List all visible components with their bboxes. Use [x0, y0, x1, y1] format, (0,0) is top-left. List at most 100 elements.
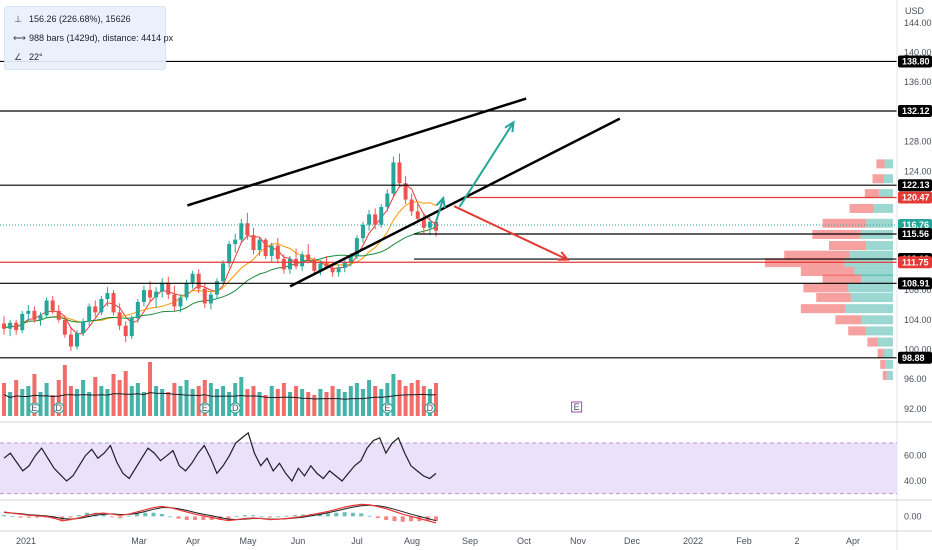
candle-body[interactable]	[239, 223, 244, 240]
candle-body[interactable]	[202, 288, 207, 304]
candle-body[interactable]	[373, 214, 378, 225]
candle-body[interactable]	[281, 258, 286, 270]
candle-body[interactable]	[62, 319, 67, 335]
bear-arrow[interactable]	[453, 205, 569, 261]
candle-body[interactable]	[330, 267, 335, 273]
candle-body[interactable]	[99, 298, 104, 313]
event-marker[interactable]	[28, 402, 40, 414]
candle-body[interactable]	[391, 162, 396, 194]
bull-arrow-short[interactable]	[433, 197, 445, 229]
channel-lower-line[interactable]	[289, 117, 621, 288]
candle-body[interactable]	[300, 254, 305, 267]
candle-body[interactable]	[233, 239, 238, 245]
candle-body[interactable]	[160, 282, 165, 292]
candle-body[interactable]	[306, 254, 311, 261]
candle-body[interactable]	[178, 297, 183, 307]
volume-profile-up	[854, 267, 893, 277]
candle-body[interactable]	[105, 293, 110, 299]
candle-body[interactable]	[421, 218, 426, 228]
candle-body[interactable]	[81, 321, 86, 334]
candle-body[interactable]	[434, 221, 438, 231]
bull-arrow-long[interactable]	[458, 121, 515, 208]
candle-body[interactable]	[135, 301, 140, 319]
candle-body[interactable]	[196, 273, 201, 289]
candle-body[interactable]	[397, 162, 402, 184]
candle-body[interactable]	[269, 245, 274, 256]
candle-body[interactable]	[324, 263, 329, 268]
channel-upper-line[interactable]	[186, 97, 527, 207]
candle-body[interactable]	[287, 258, 292, 270]
candle-body[interactable]	[367, 214, 372, 225]
future-event-marker[interactable]	[571, 401, 583, 413]
candle-body[interactable]	[32, 310, 37, 320]
candle-body[interactable]	[257, 239, 262, 251]
candle-body[interactable]	[166, 282, 171, 295]
price-level-tag[interactable]	[898, 351, 932, 364]
candle-body[interactable]	[312, 260, 317, 271]
candle-body[interactable]	[342, 261, 347, 268]
candle-body[interactable]	[87, 306, 92, 322]
candle-body[interactable]	[208, 294, 213, 304]
candle-body[interactable]	[44, 300, 49, 316]
candle-body[interactable]	[172, 294, 177, 307]
candle-body[interactable]	[111, 293, 116, 313]
price-level-tag[interactable]	[898, 179, 932, 192]
candle-body[interactable]	[409, 199, 414, 212]
candle-body[interactable]	[360, 224, 365, 239]
candle-body[interactable]	[190, 273, 195, 283]
price-level-tag[interactable]	[898, 55, 932, 68]
candle-body[interactable]	[50, 300, 55, 311]
candle-body[interactable]	[184, 282, 189, 298]
candle-body[interactable]	[14, 322, 19, 331]
time-tick-label: Sep	[462, 536, 478, 546]
candle-body[interactable]	[251, 235, 256, 251]
candle-body[interactable]	[8, 322, 13, 329]
candle-body[interactable]	[354, 238, 359, 256]
macd-histogram-bar	[259, 516, 264, 518]
candle-body[interactable]	[154, 291, 159, 298]
candle-body[interactable]	[403, 183, 408, 200]
candle-body[interactable]	[379, 206, 384, 225]
event-marker[interactable]	[53, 402, 65, 414]
candle-body[interactable]	[245, 223, 250, 236]
candle-body[interactable]	[348, 255, 353, 262]
candle-body[interactable]	[148, 290, 153, 298]
price-level-tag[interactable]	[898, 191, 932, 204]
candle-body[interactable]	[117, 312, 122, 326]
candle-body[interactable]	[141, 290, 146, 302]
candle-body[interactable]	[415, 211, 420, 219]
candle-body[interactable]	[263, 239, 268, 256]
price-level-tag[interactable]	[898, 277, 932, 290]
candle-body[interactable]	[385, 193, 390, 207]
candle-body[interactable]	[2, 323, 6, 329]
candle-body[interactable]	[336, 267, 341, 273]
macd-line[interactable]	[3, 503, 437, 524]
event-marker[interactable]	[424, 402, 436, 414]
candle-body[interactable]	[93, 306, 98, 313]
candle-body[interactable]	[68, 334, 73, 347]
candle-body[interactable]	[56, 310, 61, 320]
event-marker[interactable]	[229, 402, 241, 414]
candle-body[interactable]	[123, 325, 128, 337]
volume-bar	[8, 392, 13, 416]
candle-body[interactable]	[214, 281, 219, 295]
price-level-tag[interactable]	[898, 227, 932, 240]
event-marker[interactable]	[381, 402, 393, 414]
candle-body[interactable]	[221, 263, 226, 282]
macd-histogram-bar	[242, 515, 247, 517]
candle-body[interactable]	[38, 315, 43, 320]
price-level-tag[interactable]	[898, 105, 932, 118]
measure-tooltip: ⊥ 156.26 (226.68%), 15626 ⟷ 988 bars (14…	[4, 6, 173, 70]
candle-body[interactable]	[20, 313, 25, 331]
candle-body[interactable]	[26, 310, 31, 314]
price-level-tag[interactable]	[898, 256, 932, 269]
candle-body[interactable]	[75, 333, 80, 347]
candle-body[interactable]	[227, 244, 232, 264]
candle-body[interactable]	[318, 263, 323, 271]
rsi-line[interactable]	[3, 431, 437, 483]
candle-body[interactable]	[129, 318, 134, 337]
candle-body[interactable]	[275, 245, 280, 259]
event-marker[interactable]	[199, 402, 211, 414]
